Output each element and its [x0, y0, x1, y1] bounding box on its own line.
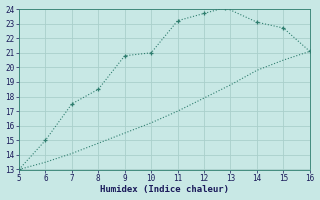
X-axis label: Humidex (Indice chaleur): Humidex (Indice chaleur) [100, 185, 229, 194]
